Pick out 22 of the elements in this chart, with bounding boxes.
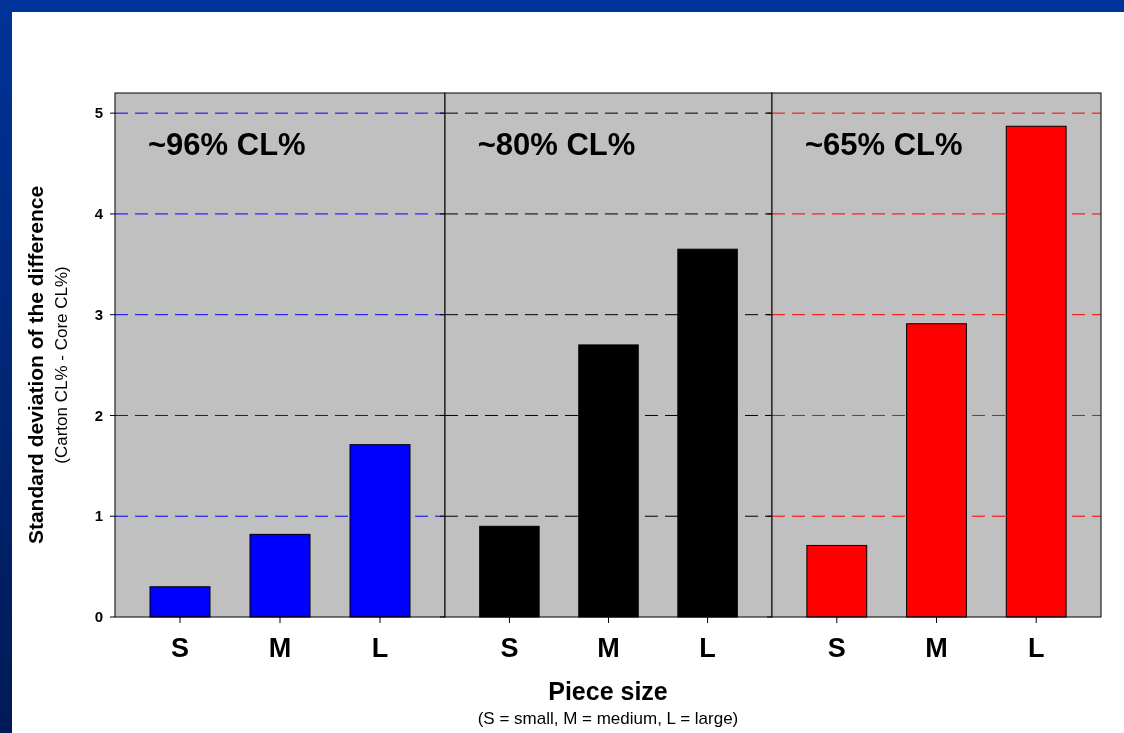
y-tick-label: 2 (94, 406, 103, 424)
x-tick-label: S (170, 633, 190, 663)
x-tick-label: M (925, 633, 948, 663)
x-tick-label: S (500, 633, 519, 663)
text: ~65% CL% (804, 127, 963, 162)
text: (S = small, M = medium, L = large) (477, 709, 739, 728)
text: ~80% CL% (477, 127, 636, 162)
x-axis-title: Piece size (548, 677, 668, 705)
x-tick-label: M (268, 633, 292, 663)
y-tick-label: 3 (94, 305, 103, 323)
x-tick-label: S (827, 633, 846, 663)
y-tick-label: 1 (94, 507, 103, 525)
y-tick-label: 4 (94, 205, 104, 223)
text: (Carton CL% - Core CL%) (52, 266, 71, 464)
y-axis-title: Standard deviation of the difference (24, 185, 47, 545)
x-tick-label: M (597, 633, 620, 663)
y-tick-label: 5 (94, 104, 103, 122)
y-tick-label: 0 (94, 608, 103, 626)
x-tick-label: L (1027, 633, 1045, 663)
x-tick-label: L (371, 633, 389, 663)
x-tick-label: L (699, 633, 716, 663)
text: ~96% CL% (148, 127, 306, 162)
